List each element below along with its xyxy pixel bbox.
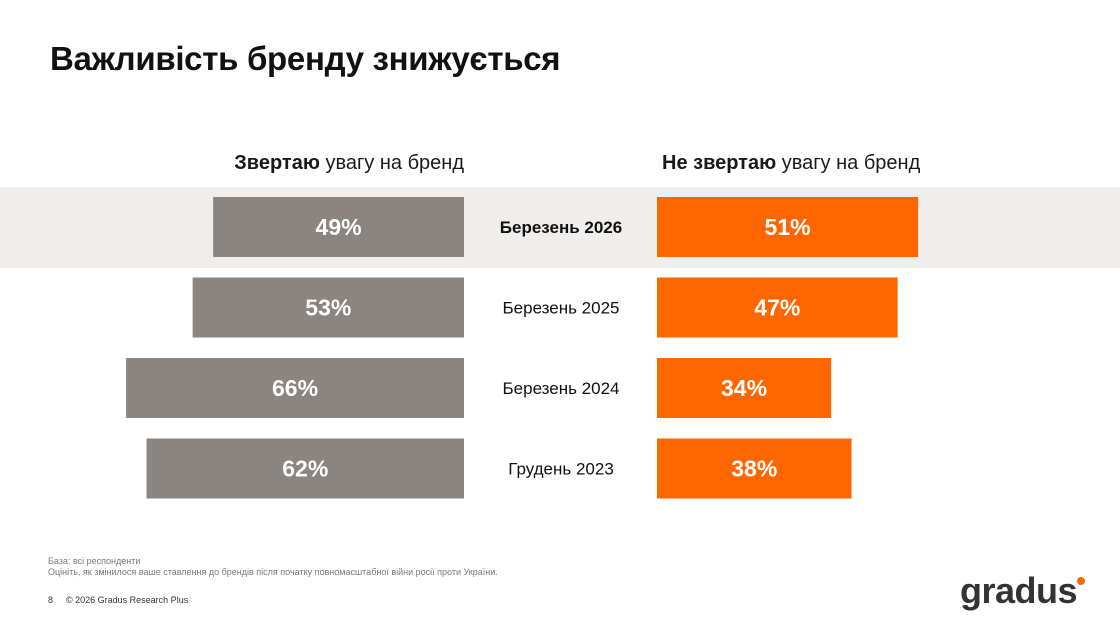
copyright: © 2026 Gradus Research Plus <box>66 595 189 605</box>
left-bar-label: 53% <box>305 295 351 321</box>
left-header-rest: увагу на бренд <box>319 152 464 174</box>
category-label: Грудень 2023 <box>508 460 614 479</box>
right-series-header: Не звертаю увагу на бренд <box>662 152 920 175</box>
left-bar-label: 62% <box>282 456 328 482</box>
question-note: Оцініть, як змінилося ваше ставлення до … <box>48 567 498 577</box>
logo-dot-icon <box>1077 577 1085 585</box>
right-bar <box>657 358 832 418</box>
highlight-row-band <box>0 187 1120 268</box>
gradus-logo: gradus <box>960 570 1078 611</box>
base-note: База: всі респонденти <box>48 556 141 566</box>
right-bar-label: 38% <box>731 456 777 482</box>
right-bar-label: 51% <box>765 214 811 240</box>
right-bar-label: 47% <box>754 295 800 321</box>
right-header-rest: увагу на бренд <box>776 152 921 174</box>
right-header-bold: Не звертаю <box>662 152 777 174</box>
left-bar-label: 66% <box>272 375 318 401</box>
right-bar <box>657 197 919 257</box>
left-bar <box>126 358 464 418</box>
page-number: 8 <box>48 595 54 605</box>
category-label: Березень 2025 <box>503 299 620 318</box>
right-bar <box>657 438 852 499</box>
left-series-header: Звертаю увагу на бренд <box>234 152 464 175</box>
left-bar <box>213 197 464 257</box>
left-header-bold: Звертаю <box>234 152 320 174</box>
right-bar <box>657 277 898 338</box>
category-label: Березень 2026 <box>500 218 622 237</box>
left-bar-label: 49% <box>316 214 362 240</box>
left-bar <box>192 277 464 338</box>
category-label: Березень 2024 <box>503 379 620 398</box>
page-title: Важливість бренду знижується <box>50 40 561 77</box>
right-bar-label: 34% <box>721 375 767 401</box>
left-bar <box>146 438 464 499</box>
